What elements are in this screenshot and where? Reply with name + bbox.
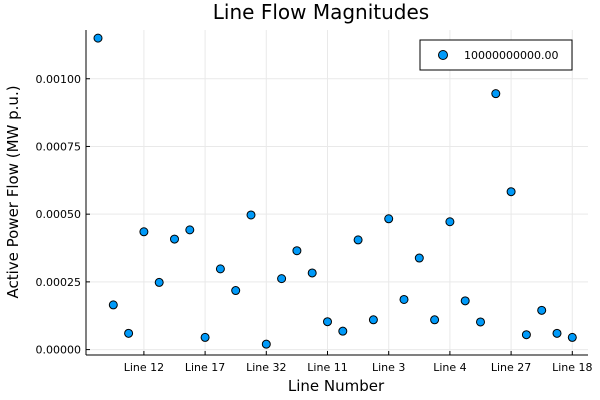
data-point — [445, 217, 455, 227]
data-point — [93, 33, 103, 43]
data-point — [200, 332, 210, 342]
data-point — [307, 268, 317, 278]
axes — [85, 30, 588, 356]
data-point — [246, 210, 256, 220]
x-tick-label: Line 17 — [185, 361, 225, 374]
y-tick-label: 0.00025 — [36, 276, 82, 289]
y-axis-title: Active Power Flow (MW p.u.) — [4, 85, 22, 298]
grid-lines — [86, 30, 588, 355]
y-tick-label: 0.00100 — [36, 73, 82, 86]
data-points — [93, 33, 577, 349]
y-ticks: 0.00000 0.00025 0.00050 0.00075 0.00100 — [36, 73, 90, 357]
y-tick-label: 0.00000 — [36, 344, 82, 357]
data-point — [124, 328, 134, 338]
data-point — [368, 315, 378, 325]
data-point — [154, 277, 164, 287]
data-point — [537, 305, 547, 315]
data-point — [261, 339, 271, 349]
data-point — [476, 317, 485, 327]
x-tick-label: Line 18 — [552, 361, 592, 374]
data-point — [521, 330, 531, 340]
data-point — [414, 253, 424, 263]
legend-label: 10000000000.00 — [464, 49, 558, 62]
data-point — [338, 326, 348, 336]
data-point — [399, 294, 409, 304]
data-point — [108, 300, 118, 310]
data-point — [552, 328, 562, 338]
data-point — [506, 187, 516, 197]
x-tick-label: Line 32 — [246, 361, 286, 374]
chart-title: Line Flow Magnitudes — [213, 0, 429, 24]
y-tick-label: 0.00050 — [36, 208, 82, 221]
data-point — [215, 264, 225, 274]
x-tick-label: Line 12 — [124, 361, 164, 374]
data-point — [170, 234, 179, 244]
data-point — [460, 296, 470, 306]
x-tick-label: Line 4 — [433, 361, 466, 374]
data-point — [292, 246, 302, 256]
x-ticks: Line 12 Line 17 Line 32 Line 11 Line 3 Line 4… — [124, 351, 593, 374]
data-point — [277, 274, 287, 284]
x-tick-label: Line 27 — [491, 361, 531, 374]
data-point — [323, 317, 332, 327]
data-point — [185, 225, 195, 235]
legend: 10000000000.00 — [419, 39, 573, 71]
x-tick-label: Line 3 — [372, 361, 405, 374]
data-point — [567, 332, 577, 342]
data-point — [430, 315, 440, 325]
data-point — [384, 214, 394, 224]
data-point — [139, 227, 149, 237]
data-point — [353, 235, 363, 245]
x-axis-title: Line Number — [288, 377, 385, 395]
data-point — [231, 286, 241, 296]
legend-marker — [438, 50, 448, 60]
y-tick-label: 0.00075 — [36, 140, 82, 153]
data-point — [491, 89, 501, 99]
x-tick-label: Line 11 — [307, 361, 347, 374]
